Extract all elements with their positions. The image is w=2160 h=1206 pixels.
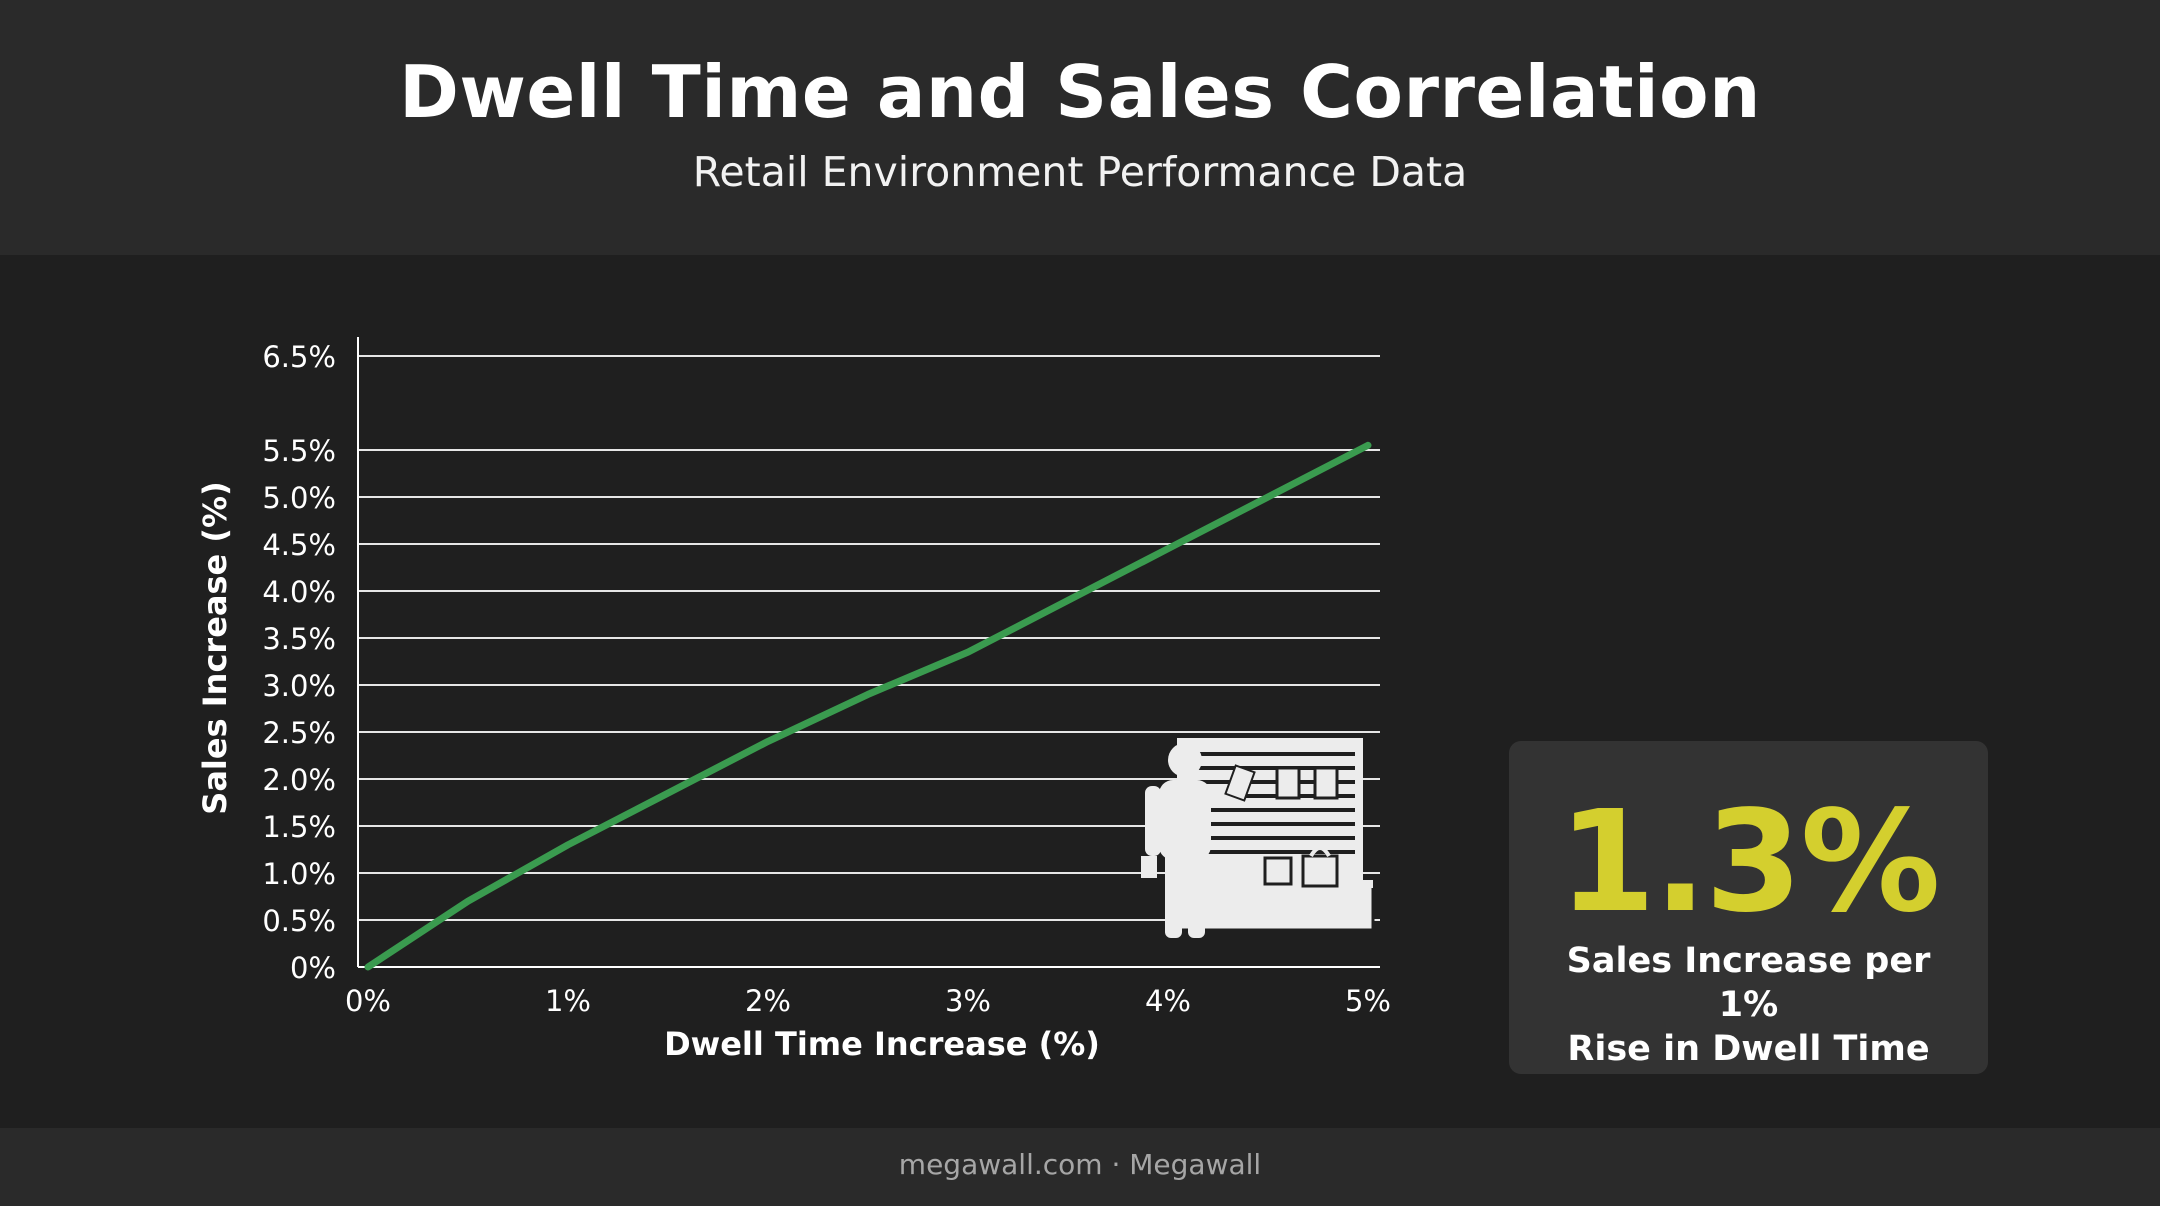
x-axis-title: Dwell Time Increase (%) [664, 1025, 1100, 1063]
y-tick-label: 4.5% [262, 528, 336, 562]
y-tick-label: 1.0% [262, 857, 336, 891]
y-tick-label: 2.5% [262, 716, 336, 750]
y-tick-label: 5.5% [262, 434, 336, 468]
y-tick-label: 1.5% [262, 810, 336, 844]
stat-label-line-1: Sales Increase per 1% [1566, 941, 1931, 1025]
y-tick-label: 3.5% [262, 622, 336, 656]
y-tick-label: 5.0% [262, 481, 336, 515]
series-line [364, 441, 1372, 971]
stat-label-line-2: Rise in Dwell Time [1567, 1029, 1930, 1069]
header: Dwell Time and Sales Correlation Retail … [0, 0, 2160, 255]
x-tick-label: 5% [1345, 984, 1391, 1018]
x-tick-label: 1% [545, 984, 591, 1018]
footer: megawall.com · Megawall [0, 1128, 2160, 1206]
y-tick-label: 0% [290, 951, 336, 985]
y-tick-label: 0.5% [262, 904, 336, 938]
y-tick-label: 6.5% [262, 340, 336, 374]
stat-label: Sales Increase per 1% Rise in Dwell Time [1539, 939, 1958, 1071]
x-axis-ticks: 0% 1% 2% 3% 4% 5% [345, 984, 1391, 1018]
x-tick-label: 4% [1145, 984, 1191, 1018]
stat-value: 1.3% [1558, 781, 1940, 944]
y-tick-label: 4.0% [262, 575, 336, 609]
x-tick-label: 3% [945, 984, 991, 1018]
y-tick-label: 2.0% [262, 763, 336, 797]
y-tick-label: 3.0% [262, 669, 336, 703]
page-subtitle: Retail Environment Performance Data [692, 148, 1468, 196]
line-chart: 0% 0.5% 1.0% 1.5% 2.0% 2.5% 3.0% 3.5% 4.0% 4.5% 5.… [196, 337, 1391, 1063]
x-tick-label: 0% [345, 984, 391, 1018]
page-title: Dwell Time and Sales Correlation [399, 50, 1761, 134]
main-panel: 0% 0.5% 1.0% 1.5% 2.0% 2.5% 3.0% 3.5% 4.0% 4.5% 5.… [0, 255, 2160, 1128]
y-axis-ticks: 0% 0.5% 1.0% 1.5% 2.0% 2.5% 3.0% 3.5% 4.0% 4.5% 5.… [262, 340, 336, 985]
y-axis-title: Sales Increase (%) [196, 481, 234, 814]
grid-lines [358, 355, 1380, 921]
shopper-at-shelf-icon [1141, 738, 1375, 938]
x-tick-label: 2% [745, 984, 791, 1018]
stat-card: 1.3% Sales Increase per 1% Rise in Dwell… [1509, 741, 1988, 1074]
footer-credit: megawall.com · Megawall [898, 1148, 1262, 1181]
